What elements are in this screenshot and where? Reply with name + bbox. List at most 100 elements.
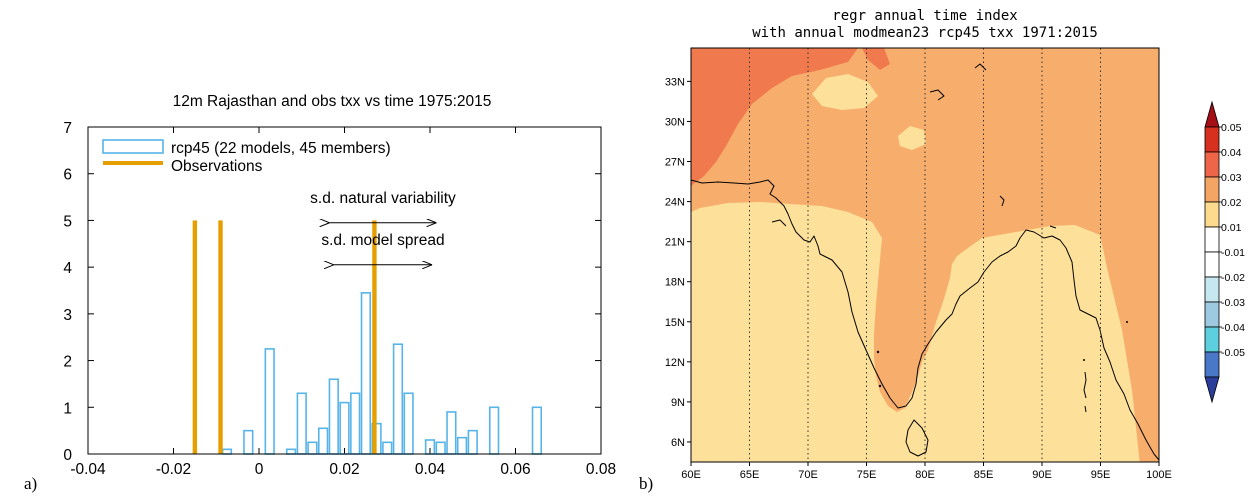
longitude-tick-label: 75E (857, 469, 877, 481)
small-islands (876, 321, 1128, 388)
colorbar-label: -0.04 (1221, 322, 1245, 334)
model-bar (264, 348, 275, 455)
latitude-tick-label: 12N (665, 357, 685, 369)
longitude-tick-labels: 60E 65E 70E 75E 80E 85E 90E 95E 100E (681, 462, 1172, 481)
x-tick-label: -0.02 (156, 461, 191, 478)
strong-trend-region-north (862, 48, 890, 70)
latitude-tick-labels: 6N 9N 12N 15N 18N 21N 24N 27N 30N 33N (665, 76, 691, 449)
colorbar-label: 0.01 (1221, 222, 1242, 234)
colorbar: 0.05 0.04 0.03 0.02 0.01 -0.01 -0.02 -0.03 -0.04… (1204, 100, 1245, 404)
model-bar (243, 429, 254, 455)
legend-swatch-rcp45 (102, 139, 164, 154)
longitude-tick-label: 80E (915, 469, 935, 481)
model-bar (446, 411, 457, 455)
longitude-tick-label: 90E (1032, 469, 1052, 481)
model-bar (403, 392, 414, 455)
model-bar (221, 448, 233, 455)
map-title-line-2: with annual modmean23 rcp45 txx 1971:201… (752, 25, 1098, 41)
colorbar-bottom-triangle (1204, 376, 1220, 404)
colorbar-segment (1204, 176, 1220, 203)
x-tick-label: -0.04 (70, 461, 106, 478)
model-bar (531, 406, 543, 455)
colorbar-segment (1204, 301, 1220, 328)
observation-bar (192, 220, 198, 454)
model-bar (456, 436, 468, 455)
colorbar-segment (1204, 351, 1220, 378)
model-bar (392, 343, 404, 455)
model-bar (339, 401, 350, 455)
legend-swatch-observations (103, 161, 163, 165)
map-field (691, 48, 1159, 462)
longitude-tick-label: 100E (1146, 469, 1172, 481)
colorbar-segment (1204, 251, 1220, 278)
latitude-tick-label: 30N (665, 116, 685, 128)
colorbar-segment (1204, 276, 1220, 303)
panel-a-label: a) (24, 474, 37, 493)
latitude-tick-label: 18N (665, 277, 685, 289)
latitude-tick-label: 27N (665, 157, 685, 169)
observation-bar (372, 220, 377, 454)
coastlines (691, 63, 1159, 461)
model-bar (317, 427, 329, 455)
model-bar (360, 292, 372, 455)
y-tick-label: 2 (63, 354, 72, 371)
model-bars (221, 292, 543, 455)
x-tick-labels: -0.04 -0.02 0 0.02 0.04 0.06 0.08 (70, 127, 616, 478)
colorbar-segment (1204, 201, 1220, 228)
sd-annotations: s.d. natural variability s.d. model spre… (310, 190, 456, 265)
colorbar-segment (1204, 326, 1220, 353)
latitude-tick-label: 6N (671, 437, 685, 449)
histogram-title: 12m Rajasthan and obs txx vs time 1975:2… (173, 93, 492, 110)
observation-bars (192, 220, 377, 454)
y-tick-label: 7 (63, 120, 72, 137)
model-bar (328, 378, 339, 455)
longitude-tick-label: 95E (1091, 469, 1111, 481)
legend: rcp45 (22 models, 45 members) Observatio… (102, 139, 391, 175)
model-bar (285, 448, 297, 455)
model-bar (435, 441, 446, 455)
latitude-tick-label: 21N (665, 237, 685, 249)
longitude-tick-label: 85E (974, 469, 994, 481)
colorbar-label: 0.03 (1221, 172, 1242, 184)
colorbar-label: 0.05 (1221, 122, 1242, 134)
longitude-tick-label: 70E (798, 469, 818, 481)
colorbar-label: 0.02 (1221, 197, 1242, 209)
longitude-tick-label: 60E (681, 469, 701, 481)
annotation-natural-variability: s.d. natural variability (310, 190, 456, 207)
x-tick-label: 0.02 (329, 461, 359, 478)
model-bar (350, 392, 361, 455)
x-tick-label: 0.08 (586, 461, 616, 478)
longitude-tick-label: 65E (740, 469, 760, 481)
y-tick-label: 4 (63, 260, 72, 277)
map-title-line-1: regr annual time index (832, 8, 1017, 24)
annotation-model-spread: s.d. model spread (321, 232, 444, 249)
map-gridlines (749, 48, 1101, 462)
legend-label-rcp45: rcp45 (22 models, 45 members) (171, 140, 391, 157)
latitude-tick-label: 9N (671, 397, 685, 409)
y-tick-labels: 0 1 2 3 4 5 6 7 (63, 120, 601, 464)
latitude-tick-label: 15N (665, 317, 685, 329)
plot-frame (87, 126, 602, 455)
observation-bar (218, 220, 223, 454)
colorbar-label: -0.01 (1221, 247, 1245, 259)
colorbar-label: -0.05 (1221, 347, 1245, 359)
x-tick-label: 0.06 (500, 461, 530, 478)
x-tick-label: 0 (255, 461, 264, 478)
model-bar (382, 441, 393, 455)
legend-label-observations: Observations (171, 158, 263, 175)
latitude-tick-label: 33N (665, 76, 685, 88)
model-bar (296, 392, 307, 455)
y-tick-label: 0 (63, 447, 72, 464)
latitude-tick-label: 24N (665, 197, 685, 209)
colorbar-top-triangle (1204, 100, 1220, 128)
y-tick-label: 5 (63, 213, 72, 230)
model-bar (488, 406, 500, 455)
colorbar-label: 0.04 (1221, 147, 1242, 159)
strong-trend-region-west (691, 48, 858, 186)
model-bar (467, 429, 478, 455)
panel-b-map: b) regr annual time index with annual mo… (639, 8, 1245, 493)
panel-a-histogram: a) 12m Rajasthan and obs txx vs time 197… (24, 93, 616, 493)
x-tick-label: 0.04 (415, 461, 446, 478)
